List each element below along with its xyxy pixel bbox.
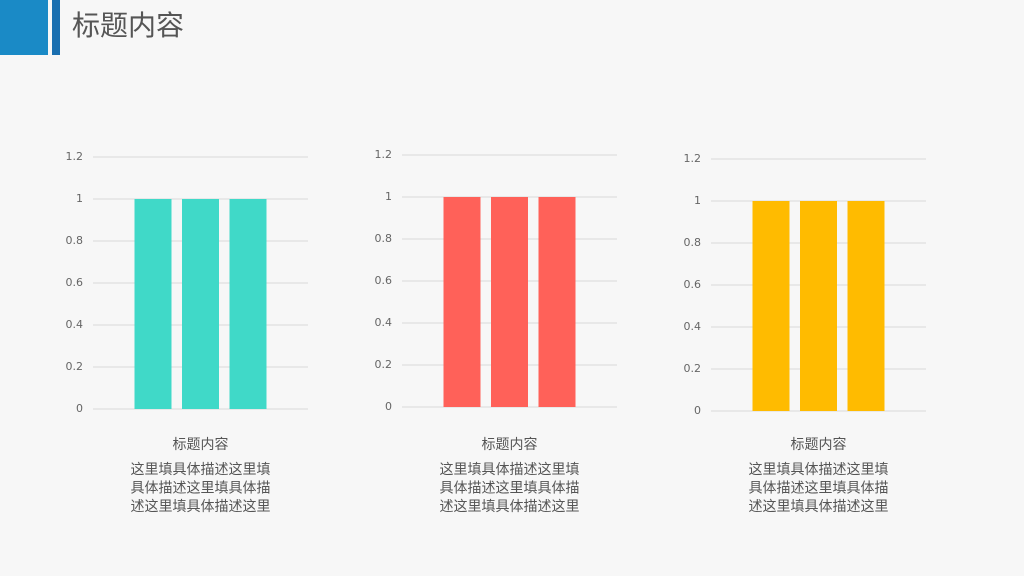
y-tick-label: 0.4 [375,316,393,329]
y-tick-label: 0.2 [375,358,393,371]
chart-caption: 标题内容 [173,436,229,453]
y-tick-label: 0.8 [375,232,393,245]
y-tick-label: 0.2 [684,362,702,375]
chart-caption: 标题内容 [791,436,847,453]
chart-description: 具体描述这里填具体描 [440,480,580,497]
header-bar [52,0,60,55]
y-tick-label: 0.8 [66,234,84,247]
y-tick-label: 1.2 [66,150,84,163]
chart-description: 述这里填具体描述这里 [131,498,271,515]
y-tick-label: 0.6 [375,274,393,287]
bar [491,197,528,407]
slide-title: 标题内容 [72,9,184,42]
bar [134,199,172,409]
y-tick-label: 1 [76,192,83,205]
bar [800,201,837,411]
chart-description: 述这里填具体描述这里 [440,498,580,515]
y-tick-label: 0.8 [684,236,702,249]
y-tick-label: 0.4 [66,318,84,331]
y-tick-label: 1 [694,194,701,207]
bar [182,199,219,409]
y-tick-label: 0.6 [684,278,702,291]
chart-description: 这里填具体描述这里填 [440,461,580,478]
y-tick-label: 0 [694,404,701,417]
header-block [0,0,48,55]
y-tick-label: 0.2 [66,360,84,373]
y-tick-label: 1.2 [684,152,702,165]
chart-description: 述这里填具体描述这里 [749,498,889,515]
bar [847,201,885,411]
bar [443,197,481,407]
bar [752,201,790,411]
y-tick-label: 1.2 [375,148,393,161]
y-tick-label: 0 [76,402,83,415]
chart-description: 具体描述这里填具体描 [131,480,271,497]
chart-description: 这里填具体描述这里填 [749,461,889,478]
y-tick-label: 0.6 [66,276,84,289]
y-tick-label: 1 [385,190,392,203]
chart-caption: 标题内容 [482,436,538,453]
bar [229,199,267,409]
chart-description: 具体描述这里填具体描 [749,480,889,497]
chart-description: 这里填具体描述这里填 [131,461,271,478]
y-tick-label: 0 [385,400,392,413]
bar [538,197,576,407]
y-tick-label: 0.4 [684,320,702,333]
